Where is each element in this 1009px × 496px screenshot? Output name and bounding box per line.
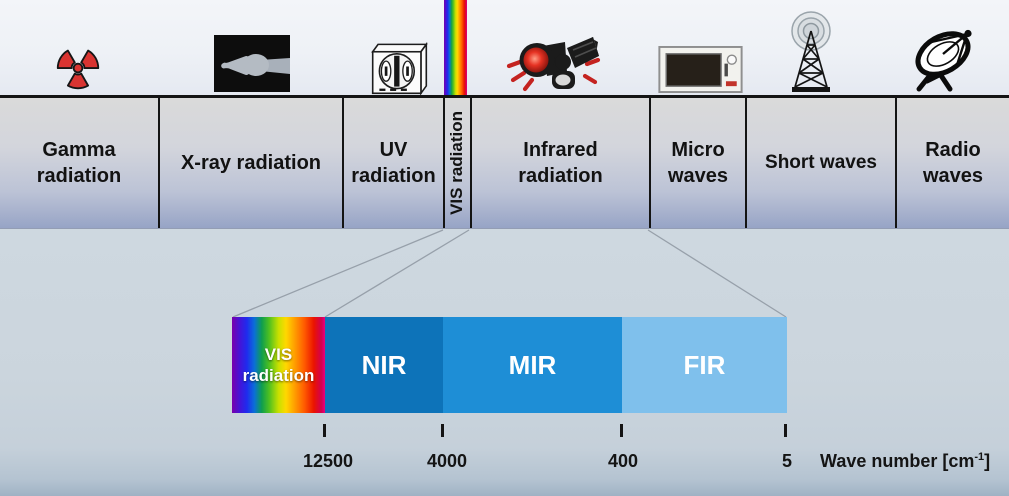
band-shortwaves-label: Short waves: [765, 151, 877, 173]
band-xray: X-ray radiation: [158, 98, 342, 228]
band-microwaves: Micro waves: [649, 98, 745, 228]
antenna-tower-icon: [791, 11, 831, 92]
band-radiowaves-label: Radio waves: [922, 139, 984, 187]
radioactive-icon: [55, 48, 101, 90]
uv-lamp-icon: [371, 41, 428, 96]
tick-value-5: 5: [781, 451, 793, 471]
segment-mir-label: MIR: [508, 349, 557, 380]
tick-value-400: 400: [607, 451, 639, 471]
band-vis: VIS radiation: [443, 98, 470, 228]
wave-number-axis-label: Wave number [cm-1]: [820, 451, 990, 472]
segment-mir: MIR: [443, 317, 622, 413]
band-infrared: Infrared radiation: [470, 98, 649, 228]
xray-hand-icon: [214, 35, 290, 92]
band-infrared-label: Infrared radiation: [518, 139, 603, 187]
tick-4000: [441, 424, 444, 437]
band-radiowaves: Radio waves: [895, 98, 1009, 228]
segment-vis: VIS radiation: [232, 317, 325, 413]
tick-value-4000: 4000: [426, 451, 468, 471]
segment-fir: FIR: [622, 317, 787, 413]
band-gamma-label: Gamma radiation: [36, 139, 122, 187]
band-microwaves-label: Micro waves: [667, 139, 729, 187]
satellite-dish-icon: [915, 29, 972, 92]
band-uv-label: UV radiation: [351, 139, 436, 187]
axis-label-prefix: Wave number [cm: [820, 451, 975, 471]
spectrum-band-row: Gamma radiation X-ray radiation UV radia…: [0, 95, 1009, 229]
icon-strip: [0, 0, 1009, 96]
axis-label-suffix: ]: [984, 451, 991, 471]
segment-fir-label: FIR: [683, 349, 726, 380]
zoom-bar: VIS radiation NIR MIR FIR: [232, 317, 787, 413]
infrared-lamp-icon: [506, 37, 601, 92]
band-gamma: Gamma radiation: [0, 98, 158, 228]
tick-value-12500: 12500: [302, 451, 354, 471]
tick-5: [784, 424, 787, 437]
tick-400: [620, 424, 623, 437]
segment-nir: NIR: [325, 317, 443, 413]
segment-vis-label: VIS radiation: [242, 344, 315, 385]
band-uv: UV radiation: [342, 98, 443, 228]
band-vis-label: VIS radiation: [447, 111, 467, 215]
band-shortwaves: Short waves: [745, 98, 895, 228]
axis-label-exponent: -1: [974, 451, 985, 463]
microwave-oven-icon: [658, 46, 743, 93]
rainbow-stripe: [444, 0, 467, 95]
tick-12500: [323, 424, 326, 437]
segment-nir-label: NIR: [361, 349, 407, 380]
band-xray-label: X-ray radiation: [180, 152, 322, 174]
